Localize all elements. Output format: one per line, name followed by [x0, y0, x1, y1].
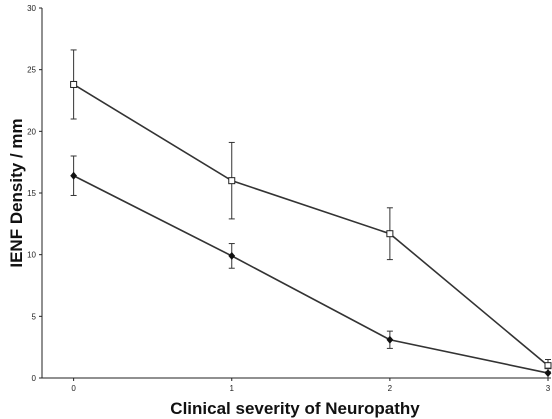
- axes: [41, 8, 548, 379]
- x-axis-title: Clinical severity of Neuropathy: [170, 399, 420, 418]
- y-tick-label: 15: [27, 189, 36, 198]
- y-tick-label: 10: [27, 251, 36, 260]
- y-axis-title: IENF Density / mm: [7, 118, 26, 267]
- y-tick-label: 0: [32, 374, 37, 383]
- x-tick-label: 0: [71, 384, 76, 393]
- data-point: [386, 230, 394, 238]
- x-tick-label: 3: [546, 384, 551, 393]
- data-point: [544, 369, 552, 378]
- data-point: [70, 80, 78, 88]
- x-tick-label: 2: [388, 384, 393, 393]
- data-point: [228, 251, 236, 260]
- data-point: [228, 177, 236, 185]
- ticks: 0 5 10 15 20 25 30 0 1 2 3: [27, 4, 551, 393]
- data-point: [386, 335, 394, 344]
- series-2: [70, 155, 552, 379]
- y-tick-label: 30: [27, 4, 36, 13]
- y-tick-label: 5: [32, 312, 37, 321]
- series-layer: [70, 49, 552, 379]
- data-point: [70, 171, 78, 180]
- x-tick-label: 1: [230, 384, 235, 393]
- series-line: [73, 175, 549, 374]
- y-tick-label: 25: [27, 66, 36, 75]
- series-line: [73, 83, 549, 367]
- y-tick-label: 20: [27, 127, 36, 136]
